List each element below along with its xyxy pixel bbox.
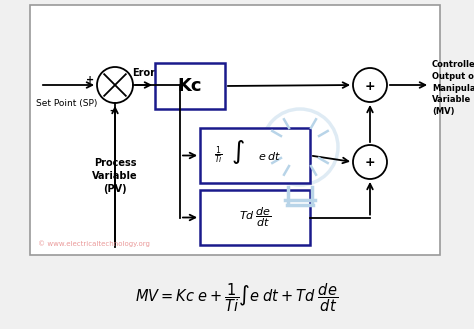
Text: $Td\;\dfrac{de}{dt}$: $Td\;\dfrac{de}{dt}$: [238, 206, 272, 229]
Text: $e\;dt$: $e\;dt$: [258, 149, 282, 162]
Bar: [200, 190, 310, 245]
Text: © www.electricaltechnology.org: © www.electricaltechnology.org: [38, 240, 150, 247]
Text: $\frac{1}{Ti}$: $\frac{1}{Ti}$: [214, 145, 222, 166]
Bar: [200, 128, 310, 183]
Text: Eror: Eror: [133, 68, 155, 78]
Text: –: –: [109, 106, 115, 116]
Text: Kc: Kc: [178, 77, 202, 95]
Text: Set Point (SP): Set Point (SP): [36, 99, 97, 108]
Bar: [155, 63, 225, 109]
Bar: [30, 5, 440, 255]
Text: +: +: [365, 157, 375, 169]
Text: $MV = Kc\;e + \dfrac{1}{Ti}\int e\;dt + Td\;\dfrac{de}{dt}$: $MV = Kc\;e + \dfrac{1}{Ti}\int e\;dt + …: [136, 282, 338, 314]
Text: $\int$: $\int$: [231, 138, 245, 165]
Text: Process
Variable
(PV): Process Variable (PV): [92, 158, 138, 194]
Text: +: +: [86, 75, 94, 85]
Text: Controller
Output or
Manipulated
Variable
(MV): Controller Output or Manipulated Variabl…: [432, 60, 474, 116]
Text: +: +: [365, 80, 375, 92]
